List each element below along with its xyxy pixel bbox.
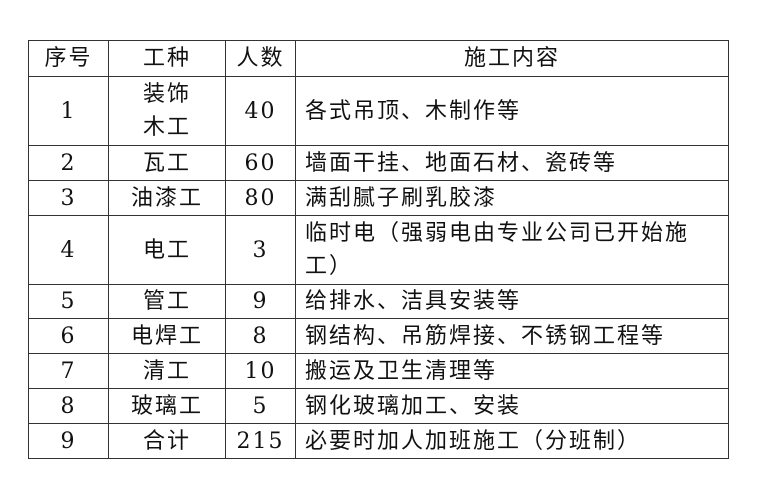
- table-row: 8 玻璃工 5 钢化玻璃加工、安装: [28, 388, 729, 424]
- row-count: 40: [225, 76, 296, 146]
- header-count: 人数: [225, 40, 296, 77]
- row-content: 搬运及卫生清理等: [295, 353, 729, 389]
- row-trade: 油漆工: [108, 180, 226, 216]
- row-count: 5: [225, 388, 296, 424]
- row-trade: 清工: [108, 353, 226, 389]
- row-count: 60: [225, 145, 296, 181]
- table-row: 7 清工 10 搬运及卫生清理等: [28, 353, 729, 389]
- row-count: 9: [225, 284, 296, 319]
- row-count: 80: [225, 180, 296, 216]
- row-number: 4: [28, 215, 109, 285]
- row-number: 9: [28, 423, 109, 459]
- table-row: 6 电焊工 8 钢结构、吊筋焊接、不锈钢工程等: [28, 318, 729, 354]
- table-row: 9 合计 215 必要时加人加班施工（分班制）: [28, 423, 729, 459]
- row-count: 215: [225, 423, 296, 459]
- row-trade: 装饰 木工: [108, 76, 226, 146]
- row-number: 5: [28, 284, 109, 319]
- row-content: 满刮腻子刷乳胶漆: [295, 180, 729, 216]
- row-content: 墙面干挂、地面石材、瓷砖等: [295, 145, 729, 181]
- row-number: 6: [28, 318, 109, 354]
- row-content: 钢结构、吊筋焊接、不锈钢工程等: [295, 318, 729, 354]
- row-trade: 电焊工: [108, 318, 226, 354]
- row-number: 7: [28, 353, 109, 389]
- row-count: 10: [225, 353, 296, 389]
- row-count: 3: [225, 215, 296, 285]
- header-no: 序号: [28, 40, 109, 77]
- header-row: 序号 工种 人数 施工内容: [28, 40, 729, 77]
- row-trade: 电工: [108, 215, 226, 285]
- row-content: 必要时加人加班施工（分班制）: [295, 423, 729, 459]
- row-number: 3: [28, 180, 109, 216]
- row-trade: 瓦工: [108, 145, 226, 181]
- row-content: 临时电（强弱电由专业公司已开始施 工）: [295, 215, 729, 285]
- row-trade: 合计: [108, 423, 226, 459]
- table-row: 1 装饰 木工 40 各式吊顶、木制作等: [28, 76, 729, 146]
- row-number: 1: [28, 76, 109, 146]
- row-content: 钢化玻璃加工、安装: [295, 388, 729, 424]
- row-trade: 玻璃工: [108, 388, 226, 424]
- row-content: 给排水、洁具安装等: [295, 284, 729, 319]
- table-row: 5 管工 9 给排水、洁具安装等: [28, 284, 729, 319]
- table-row: 2 瓦工 60 墙面干挂、地面石材、瓷砖等: [28, 145, 729, 181]
- header-content: 施工内容: [295, 40, 729, 77]
- row-content: 各式吊顶、木制作等: [295, 76, 729, 146]
- row-count: 8: [225, 318, 296, 354]
- header-trade: 工种: [108, 40, 226, 77]
- row-trade: 管工: [108, 284, 226, 319]
- row-number: 8: [28, 388, 109, 424]
- labor-table: 序号 工种 人数 施工内容 1 装饰 木工 40 各式吊顶、木制作等 2 瓦工 60 墙面干挂…: [28, 40, 729, 459]
- row-number: 2: [28, 145, 109, 181]
- table-row: 4 电工 3 临时电（强弱电由专业公司已开始施 工）: [28, 215, 729, 285]
- table-row: 3 油漆工 80 满刮腻子刷乳胶漆: [28, 180, 729, 216]
